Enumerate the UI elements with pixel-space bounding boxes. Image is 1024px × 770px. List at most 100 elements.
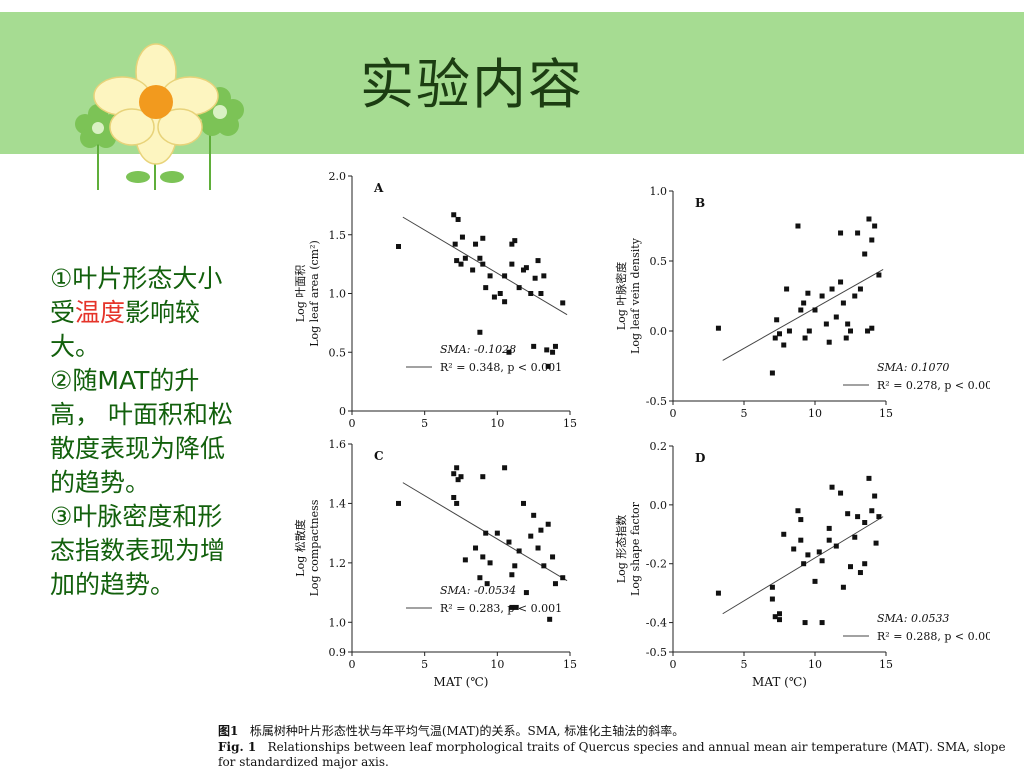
leaves [126, 171, 184, 183]
y-axis-label: Log 形态指数Log shape factor [614, 501, 642, 596]
y-axis-label-en: Log shape factor [629, 501, 642, 596]
data-point [516, 285, 522, 291]
x-tick-label: 15 [563, 417, 577, 430]
data-point [484, 581, 490, 587]
data-point [802, 620, 808, 626]
y-tick-label: 1.2 [329, 557, 347, 570]
y-tick-label: -0.5 [646, 646, 667, 659]
data-point [848, 564, 853, 570]
data-point [454, 500, 460, 506]
data-point [541, 563, 547, 569]
y-tick-label: 1.4 [329, 497, 347, 510]
panel-label: A [373, 181, 384, 195]
sma-annotation: SMA: -0.0534 [440, 584, 516, 597]
data-point [838, 279, 844, 285]
y-axis-label-cn: Log 形态指数 [614, 515, 628, 583]
data-point [795, 508, 801, 514]
data-point [829, 286, 835, 292]
x-tick-label: 5 [741, 407, 748, 420]
data-point [454, 465, 460, 471]
y-tick-label: 0 [339, 405, 346, 418]
flower-center [139, 85, 173, 119]
data-point [826, 525, 832, 531]
data-point [852, 534, 858, 540]
panel-c: 0 5 10 15 0.9 1.0 1.2 1.4 1.6 C Log 松散度Log compact… [293, 438, 577, 689]
panel-label: C [374, 449, 384, 463]
data-point [513, 604, 519, 610]
data-point [845, 511, 851, 517]
data-point [535, 545, 541, 551]
stats-annotation: R² = 0.283, p < 0.001 [440, 602, 562, 615]
caption-cn: 图1 栎属树种叶片形态性状与年平均气温(MAT)的关系。SMA, 标准化主轴法的… [218, 724, 685, 738]
data-point [451, 212, 457, 218]
data-point [857, 286, 863, 292]
data-point [535, 258, 541, 264]
y-axis-label: Log 叶面积Log leaf area (cm²) [294, 240, 321, 347]
data-point [455, 216, 461, 222]
y-tick-label: 1.0 [650, 185, 668, 198]
data-point [528, 533, 534, 539]
data-point [843, 335, 849, 341]
data-point [480, 235, 486, 241]
data-point [506, 349, 512, 355]
data-point [483, 285, 489, 291]
data-point [798, 517, 804, 523]
highlight-temperature: 温度 [75, 298, 126, 327]
data-point [552, 581, 558, 587]
data-point [494, 530, 500, 536]
data-point [795, 223, 801, 229]
y-tick-label: 1.0 [329, 288, 347, 301]
data-point [512, 238, 518, 244]
data-point [509, 241, 515, 247]
data-point [523, 590, 529, 596]
data-point [798, 307, 804, 313]
data-point [777, 331, 782, 337]
data-point [866, 216, 872, 222]
data-point [872, 223, 878, 229]
panel-label: B [695, 196, 705, 210]
data-point [509, 572, 515, 578]
data-point [833, 314, 839, 320]
data-point [862, 251, 868, 257]
y-tick-label: 0.5 [650, 255, 668, 268]
slide-title: 实验内容 [360, 53, 584, 116]
x-tick-label: 10 [490, 417, 504, 430]
y-tick-label: 0.5 [329, 346, 347, 359]
data-point [869, 325, 875, 331]
y-tick-label: 1.6 [329, 438, 347, 451]
data-point [784, 286, 790, 292]
data-point [812, 578, 818, 584]
x-tick-label: 0 [349, 658, 356, 671]
data-point [819, 293, 825, 299]
data-point [487, 273, 493, 279]
data-point [855, 514, 861, 520]
sma-fit-line [722, 268, 884, 361]
data-point [480, 261, 486, 267]
y-axis-label-en: Log leaf vein density [629, 237, 642, 354]
data-point [852, 293, 858, 299]
x-tick-label: 15 [879, 658, 893, 671]
x-tick-label: 0 [349, 417, 356, 430]
y-axis-label-cn: Log 叶脉密度 [614, 262, 628, 330]
data-point [816, 549, 822, 555]
data-point [509, 604, 515, 610]
data-point [462, 557, 468, 563]
data-point [451, 494, 457, 500]
data-point [531, 343, 537, 349]
data-point [523, 265, 529, 271]
data-point [560, 300, 566, 306]
data-point [876, 514, 882, 520]
data-point [544, 347, 550, 353]
y-tick-label: 2.0 [329, 170, 347, 183]
data-point [452, 241, 458, 247]
x-axis-label: MAT (℃) [434, 675, 489, 689]
panel-b: 0 5 10 15 -0.5 0.0 0.5 1.0 B Log 叶脉密度Log leaf vei… [614, 185, 990, 420]
data-point [715, 590, 721, 596]
x-tick-label: 5 [421, 658, 428, 671]
data-point [454, 258, 460, 264]
data-point [509, 261, 515, 267]
x-tick-label: 0 [670, 407, 677, 420]
data-point [772, 614, 778, 620]
data-point [473, 241, 479, 247]
data-point [396, 500, 402, 506]
